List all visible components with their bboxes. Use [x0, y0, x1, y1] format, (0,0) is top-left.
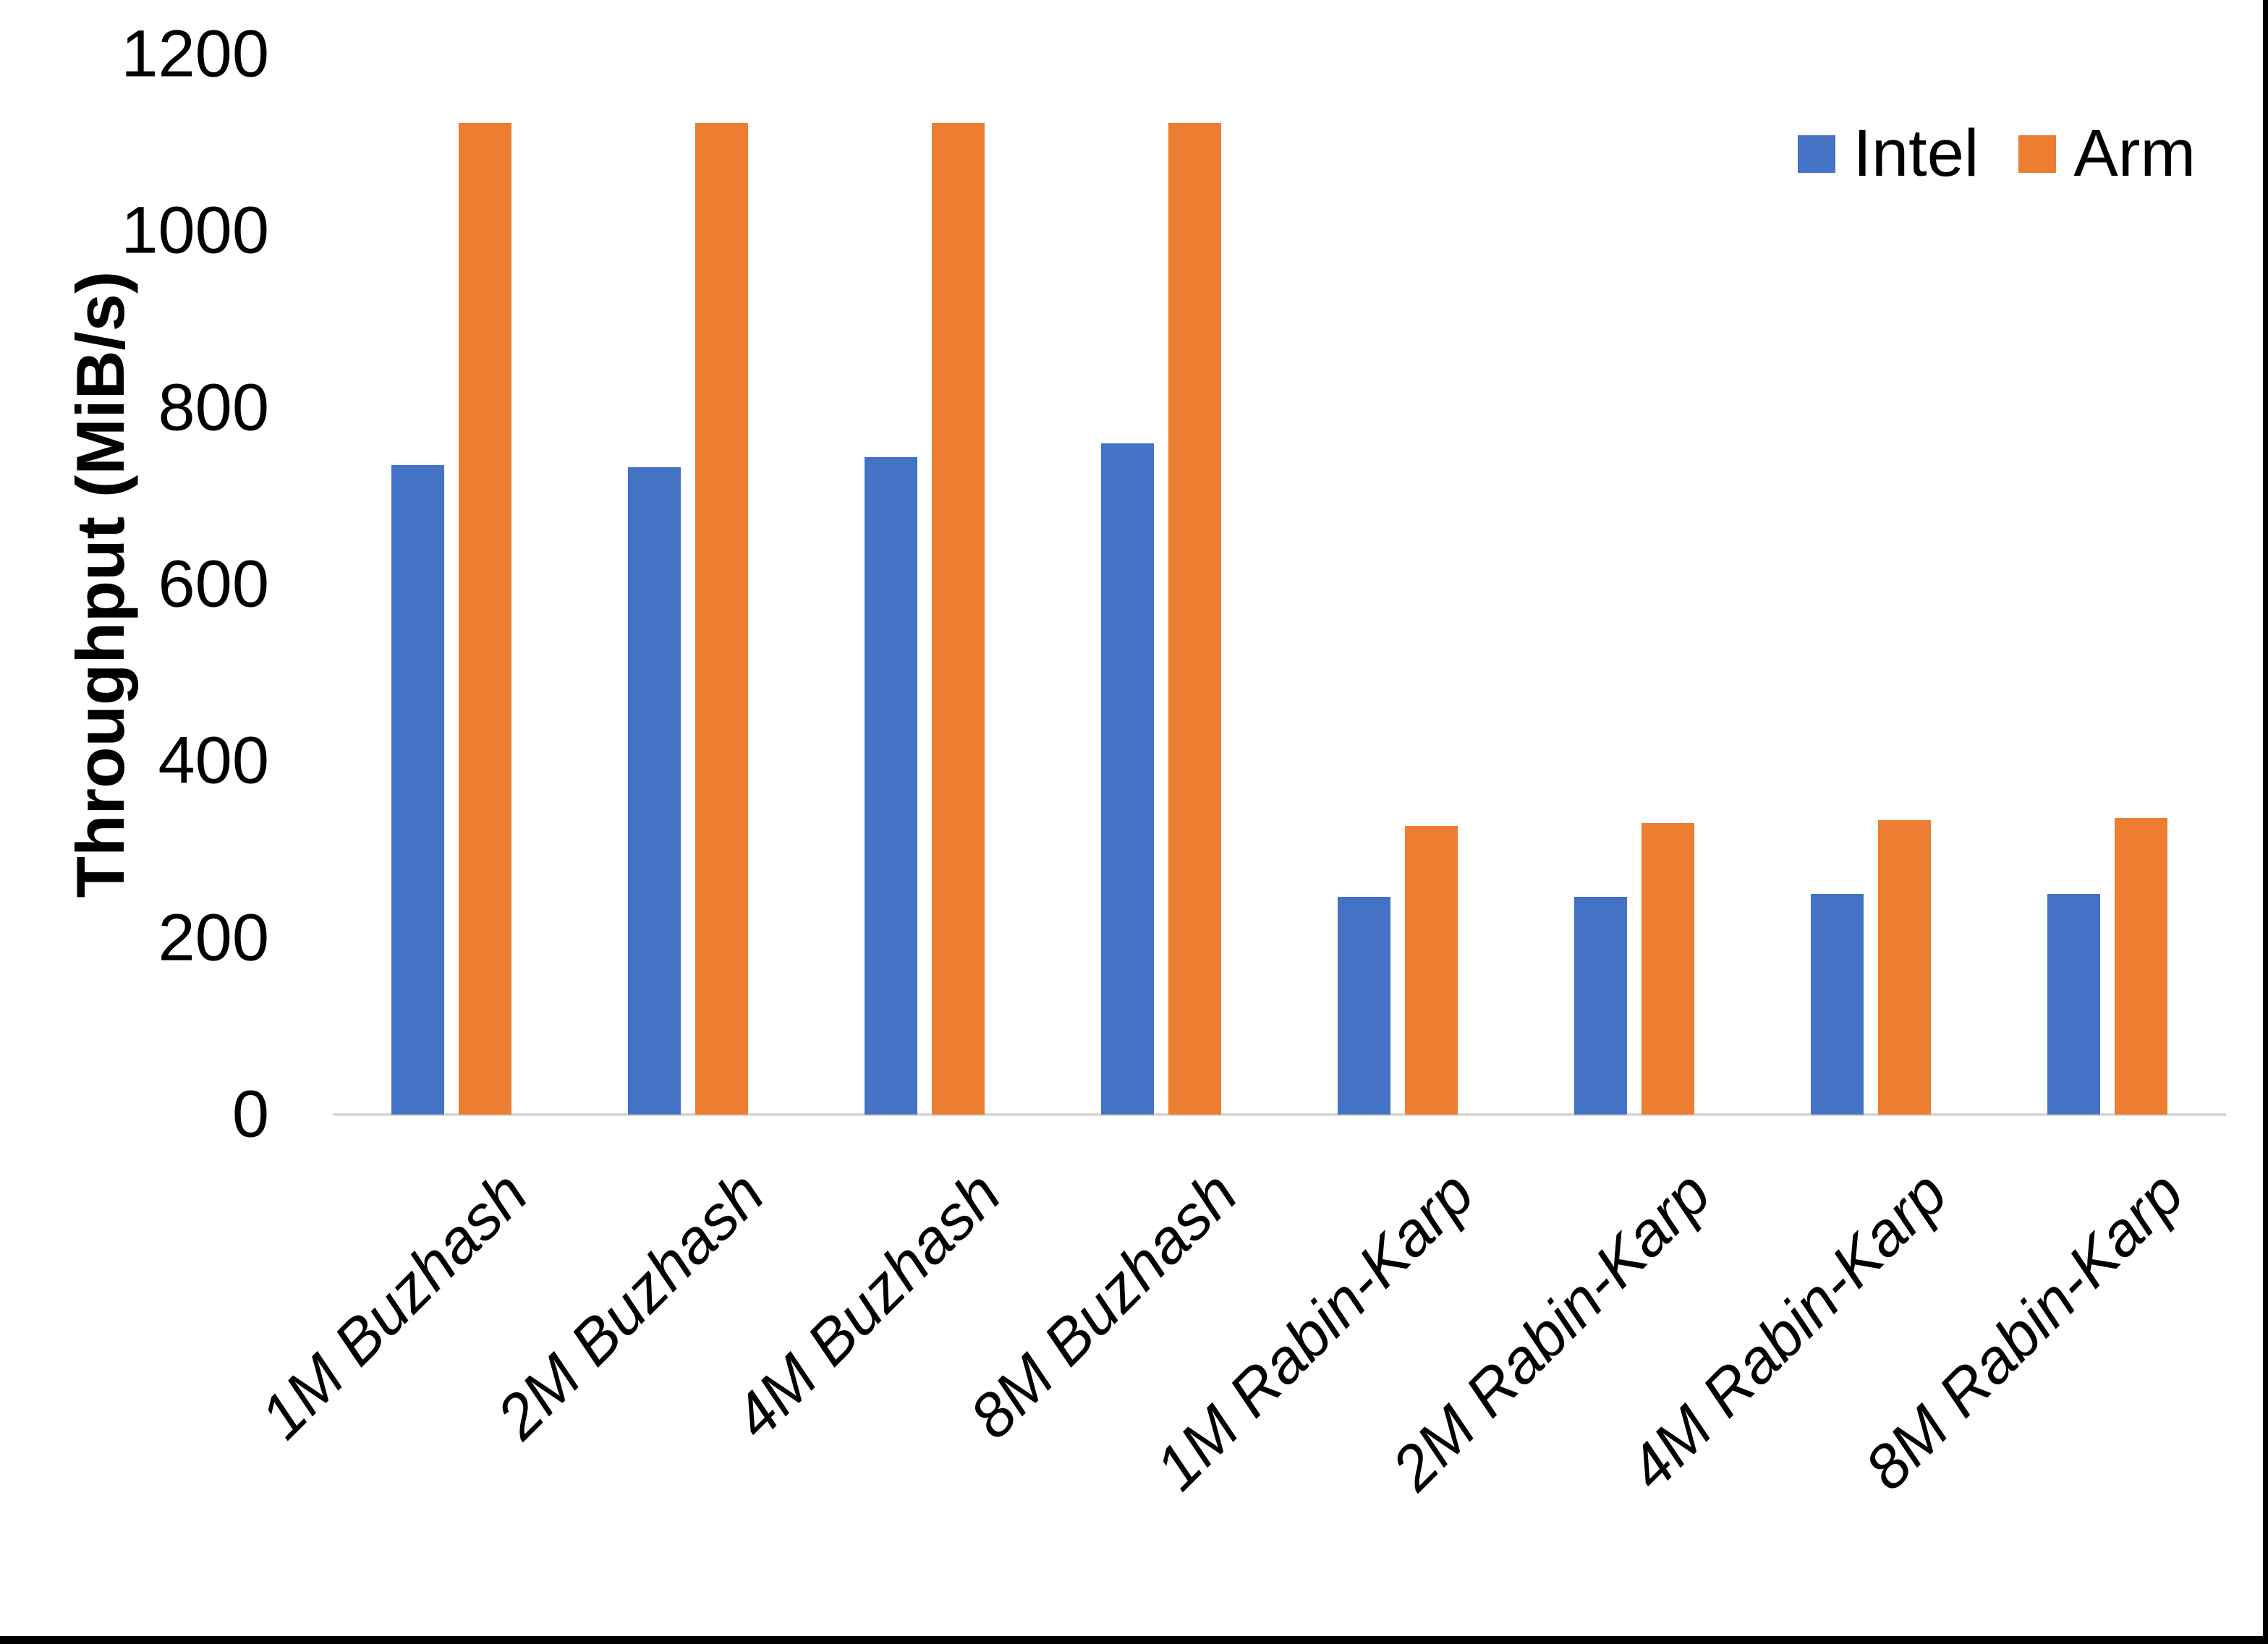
legend-swatch-arm — [2018, 135, 2057, 173]
bar-arm-1m-rabin-karp — [1405, 825, 1458, 1115]
bar-arm-4m-rabin-karp — [1878, 820, 1932, 1115]
frame-border-right — [2263, 0, 2268, 1644]
frame-border-bottom — [0, 1636, 2268, 1644]
bar-intel-4m-buzhash — [864, 457, 917, 1115]
bar-arm-4m-buzhash — [931, 123, 985, 1115]
bar-arm-8m-buzhash — [1168, 123, 1221, 1115]
legend-label: Arm — [2073, 116, 2196, 190]
legend-item-intel: Intel — [1798, 116, 1979, 192]
y-tick-label: 400 — [158, 723, 270, 798]
legend-label: Intel — [1853, 116, 1979, 190]
y-tick-label: 1200 — [121, 17, 269, 91]
x-category-label: 1M Buzhash — [247, 1158, 541, 1452]
bar-intel-4m-rabin-karp — [1811, 893, 1864, 1115]
legend-swatch-intel — [1798, 135, 1836, 173]
bar-arm-2m-rabin-karp — [1641, 822, 1695, 1115]
y-tick-label: 600 — [158, 547, 270, 621]
bar-arm-1m-buzhash — [458, 123, 511, 1115]
legend: Intel Arm — [1798, 116, 2196, 192]
bar-intel-1m-rabin-karp — [1338, 897, 1391, 1115]
bar-intel-2m-rabin-karp — [1574, 897, 1628, 1115]
bar-arm-8m-rabin-karp — [2115, 817, 2168, 1115]
y-tick-label: 0 — [232, 1077, 269, 1151]
bar-intel-2m-buzhash — [627, 467, 681, 1115]
legend-item-arm: Arm — [2018, 116, 2196, 192]
bar-intel-8m-buzhash — [1100, 443, 1154, 1115]
bar-intel-8m-rabin-karp — [2047, 893, 2101, 1115]
y-tick-label: 800 — [158, 370, 270, 445]
bar-arm-2m-buzhash — [695, 123, 748, 1115]
x-axis-line — [333, 1113, 2226, 1116]
y-tick-label: 1000 — [121, 193, 269, 268]
y-tick-label: 200 — [158, 900, 270, 975]
bar-intel-1m-buzhash — [391, 465, 444, 1115]
